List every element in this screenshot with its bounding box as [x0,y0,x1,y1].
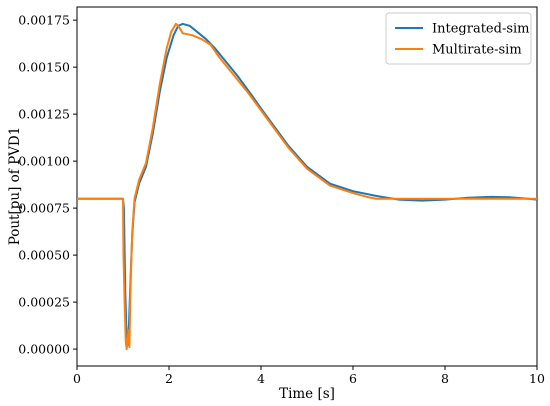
x-tick-label: 4 [257,371,265,386]
y-axis-label: Pout[pu] of PVD1 [7,127,23,246]
y-tick-label: 0.00150 [18,59,70,74]
plot-area [76,6,538,367]
legend-label-multirate: Multirate-sim [432,43,522,58]
y-tick-label: 0.00125 [18,106,70,121]
y-tick-label: 0.00050 [18,247,70,262]
legend: Integrated-sim Multirate-sim [385,12,532,65]
y-tick-label: 0.00075 [18,200,70,215]
x-tick-label: 0 [73,371,81,386]
x-tick-label: 2 [165,371,173,386]
axes-layer: 0 2 4 6 8 10 0.00000 0.00025 0.00050 0.00075 0.001… [18,12,545,386]
x-tick-label: 6 [349,371,357,386]
x-tick-label: 10 [529,371,545,386]
y-tick-label: 0.00100 [18,153,70,168]
y-tick-label: 0.00025 [18,294,70,309]
x-axis-label: Time [s] [279,386,335,402]
legend-box [385,12,532,65]
x-tick-label: 8 [441,371,449,386]
series-layer [77,22,538,351]
series-line-multirate-sim [77,22,537,351]
y-tick-label: 0.00000 [18,341,70,356]
y-tick-label: 0.00175 [18,12,70,27]
legend-label-integrated: Integrated-sim [432,22,530,37]
